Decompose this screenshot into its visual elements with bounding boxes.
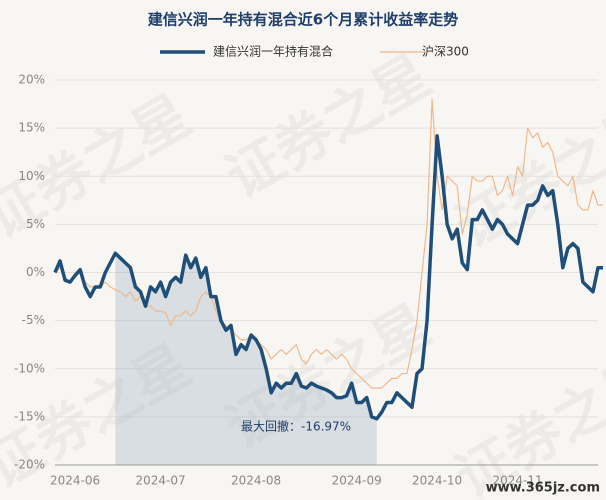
drawdown-area [115, 253, 377, 465]
x-tick-label: 2024-10 [412, 474, 462, 488]
y-tick-label: -5% [22, 313, 45, 327]
y-tick-label: 5% [26, 217, 45, 231]
chart-title: 建信兴润一年持有混合近6个月累计收益率走势 [148, 11, 458, 29]
legend-label: 建信兴润一年持有混合 [213, 44, 333, 59]
x-tick-label: 2024-06 [50, 474, 100, 488]
y-tick-label: 20% [18, 73, 45, 87]
y-tick-label: 10% [18, 169, 45, 183]
y-tick-label: 0% [26, 265, 45, 279]
legend-label: 沪深300 [422, 45, 469, 59]
x-tick-label: 2024-08 [231, 474, 281, 488]
source: www.365jz.com [486, 481, 600, 496]
y-tick-label: -20% [14, 458, 45, 472]
y-tick-label: -10% [14, 361, 45, 375]
y-tick-label: 15% [18, 121, 45, 135]
annotation: 最大回撤：-16.97% [241, 419, 351, 434]
x-tick-label: 2024-07 [136, 474, 186, 488]
y-tick-label: -15% [14, 409, 45, 423]
x-tick-label: 2024-11 [492, 474, 542, 488]
x-tick-label: 2024-09 [332, 474, 382, 488]
line-series [53, 134, 604, 421]
